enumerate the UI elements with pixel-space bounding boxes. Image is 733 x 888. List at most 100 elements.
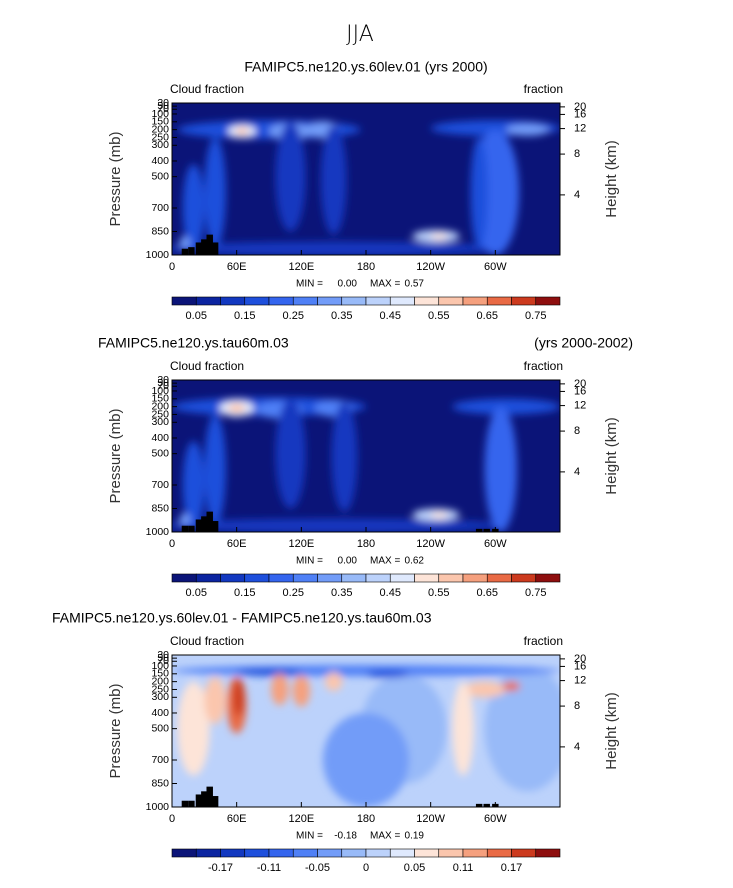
field-blobs [172,665,560,807]
x-tick-label: 60E [227,813,247,825]
topography [475,528,483,532]
y-tick-label: 100 [151,660,169,672]
topography [195,519,203,532]
field-blob [172,518,507,532]
colorbar-box [220,848,246,858]
x-tick-label: 0 [169,813,175,825]
field-blob [271,673,289,706]
y-tick-label: 70 [157,103,169,115]
min-text: MIN = [296,831,323,842]
y-tick-label: 100 [151,108,169,120]
colorbar-box [220,573,246,583]
x-tick-label: 60W [484,538,507,550]
x-tick-label: 120W [416,261,445,273]
y2-tick-label: 4 [574,189,580,201]
field-blob [172,665,560,677]
field-blob [236,668,302,677]
colorbar-box [317,296,343,306]
field-blob [182,441,205,529]
y-tick-label: 250 [151,683,169,695]
field-blob [325,672,343,692]
y-tick-label: 250 [151,131,169,143]
topography [206,786,213,807]
y-tick-label: 70 [157,655,169,667]
max-value: 0.19 [405,831,425,842]
y2-tick-label: 12 [574,674,586,686]
colorbar-box [438,573,464,583]
topography [206,234,213,255]
colorbar-box [268,573,294,583]
colorbar-box [535,848,561,858]
field-blob [502,681,521,692]
colorbar-label: 0.45 [380,587,401,599]
colorbar-box [414,296,440,306]
corner-label-right: fraction [524,359,563,373]
colorbar-label: 0.75 [525,587,546,599]
colorbar-box [195,848,221,858]
field-blob [228,403,246,413]
y-tick-label: 850 [151,777,169,789]
max-text: MAX = [370,831,400,842]
field-blob [275,398,306,509]
x-tick-label: 60W [484,813,507,825]
y-tick-label: 500 [151,447,169,459]
colorbar-box [462,296,488,306]
y-tick-label: 50 [157,377,169,389]
colorbar-box [414,848,440,858]
y-tick-label: 400 [151,707,169,719]
y2-tick-label: 8 [574,148,580,160]
colorbar-label: 0.45 [380,310,401,322]
colorbar-box [292,848,318,858]
y-tick-label: 850 [151,225,169,237]
y2-tick-label: 12 [574,399,586,411]
corner-label-right: fraction [524,82,563,96]
colorbar-box [511,848,537,858]
colorbar-box [171,296,197,306]
field-blobs [172,120,560,255]
field-blob [292,675,310,707]
colorbar-box [317,573,343,583]
y2-axis-label: Height (km) [603,692,620,770]
topography [181,248,189,255]
field-blob [204,676,226,724]
max-value: 0.62 [405,556,425,567]
colorbar-label: 0.25 [283,310,304,322]
topography [475,803,483,807]
colorbar-box [220,296,246,306]
topography [206,511,213,532]
corner-label-left: Cloud fraction [170,82,244,96]
colorbar-box [244,573,270,583]
colorbar-box [438,296,464,306]
colorbar-label: 0.15 [234,310,255,322]
colorbar-label: 0.65 [477,587,498,599]
y-tick-label: 1000 [146,249,170,261]
min-value: 0.00 [338,279,358,290]
y2-axis-label: Height (km) [603,417,620,495]
x-tick-label: 120E [288,813,314,825]
y2-tick-label: 20 [574,653,586,665]
colorbar-box [195,573,221,583]
colorbar-label: -0.11 [257,862,281,874]
colorbar-label: 0 [363,862,369,874]
y-tick-label: 300 [151,139,169,151]
colorbar-label: 0.05 [404,862,425,874]
y-tick-label: 30 [157,649,169,661]
colorbar-box [341,573,367,583]
colorbar-box [486,573,512,583]
contour-field [172,380,560,532]
topography [211,521,219,532]
colorbar-label: 0.35 [331,587,352,599]
field-blob [322,712,410,807]
colorbar-box [535,573,561,583]
colorbar-label: 0.15 [234,587,255,599]
panel-title-right: (yrs 2000-2002) [534,335,633,351]
field-blob [182,164,205,252]
y2-tick-label: 8 [574,425,580,437]
colorbar-label: 0.17 [501,862,522,874]
y-tick-label: 400 [151,432,169,444]
colorbar-box [317,848,343,858]
field-blob [233,678,245,717]
colorbar-box [365,573,391,583]
y-tick-label: 200 [151,400,169,412]
